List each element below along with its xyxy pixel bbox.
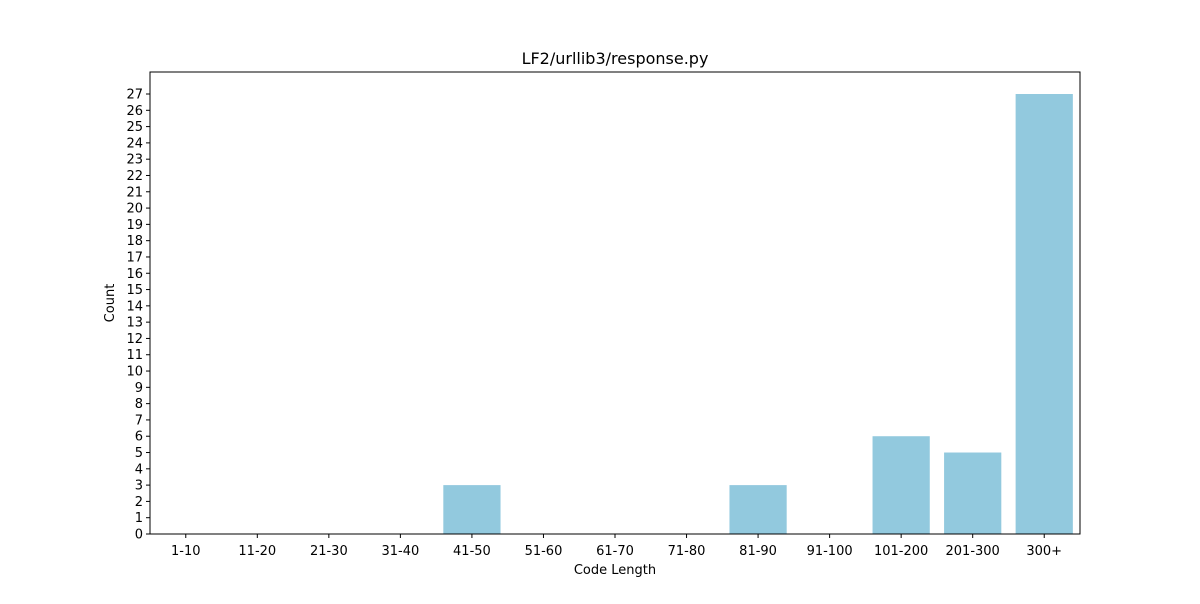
x-tick-label: 51-60 <box>525 544 563 559</box>
y-tick-label: 17 <box>126 250 143 265</box>
y-tick-label: 15 <box>126 283 143 298</box>
y-tick-label: 0 <box>135 528 143 543</box>
y-tick-label: 12 <box>126 332 143 347</box>
x-tick-label: 81-90 <box>739 544 777 559</box>
y-tick-label: 27 <box>126 88 143 103</box>
y-tick-label: 7 <box>135 413 143 428</box>
x-axis-label: Code Length <box>574 563 656 578</box>
bar-101-200 <box>872 436 930 534</box>
y-tick-label: 21 <box>126 185 143 200</box>
y-tick-label: 26 <box>126 104 143 119</box>
bar-201-300 <box>944 452 1002 534</box>
x-tick-label: 41-50 <box>453 544 491 559</box>
y-tick-label: 24 <box>126 136 143 151</box>
bars-layer <box>443 94 1073 534</box>
y-tick-label: 20 <box>126 202 143 217</box>
y-tick-label: 16 <box>126 267 143 282</box>
x-tick-label: 61-70 <box>596 544 634 559</box>
y-tick-label: 5 <box>135 446 143 461</box>
y-tick-label: 23 <box>126 153 143 168</box>
y-tick-label: 6 <box>135 430 143 445</box>
y-tick-label: 4 <box>135 462 143 477</box>
plot-frame <box>149 71 1081 535</box>
x-tick-label: 21-30 <box>310 544 348 559</box>
y-tick-label: 14 <box>126 299 143 314</box>
x-tick-label: 1-10 <box>171 544 201 559</box>
x-tick-label: 71-80 <box>668 544 706 559</box>
y-axis-label: Count <box>103 284 118 323</box>
x-tick-label: 300+ <box>1026 544 1062 559</box>
chart-title: LF2/urllib3/response.py <box>522 49 709 68</box>
x-axis: 1-10 11-20 21-30 31-40 41-50 51-60 61-70 71-80 8… <box>171 534 1062 559</box>
x-tick-label: 201-300 <box>946 544 1000 559</box>
y-tick-label: 19 <box>126 218 143 233</box>
x-tick-label: 11-20 <box>238 544 276 559</box>
y-tick-label: 2 <box>135 495 143 510</box>
y-tick-label: 10 <box>126 365 143 380</box>
y-tick-label: 22 <box>126 169 143 184</box>
y-tick-label: 1 <box>135 511 143 526</box>
bar-300+ <box>1015 94 1073 534</box>
x-tick-label: 31-40 <box>381 544 419 559</box>
bar-41-50 <box>443 485 501 534</box>
y-tick-label: 9 <box>135 381 143 396</box>
y-tick-label: 25 <box>126 120 143 135</box>
x-tick-label: 101-200 <box>874 544 928 559</box>
y-tick-label: 18 <box>126 234 143 249</box>
y-axis: 0123456789101112131415161718192021222324… <box>126 88 150 543</box>
y-tick-label: 3 <box>135 479 143 494</box>
y-tick-label: 8 <box>135 397 143 412</box>
y-tick-label: 11 <box>126 348 143 363</box>
y-tick-label: 13 <box>126 316 143 331</box>
bar-81-90 <box>729 485 787 534</box>
x-tick-label: 91-100 <box>807 544 853 559</box>
